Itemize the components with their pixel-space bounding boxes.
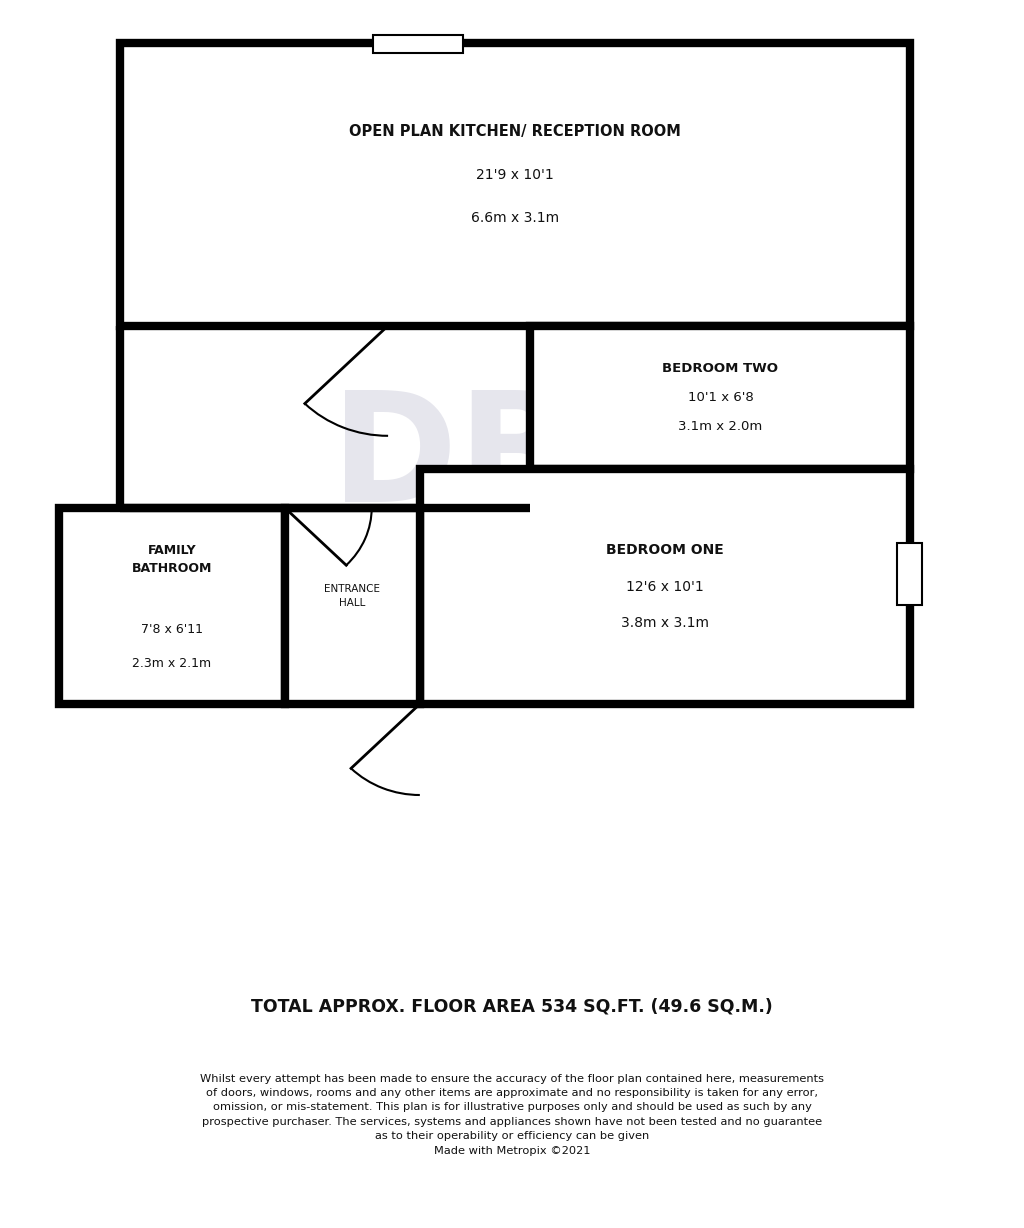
Text: ENTRANCE
HALL: ENTRANCE HALL	[325, 585, 380, 608]
Text: 2.3m x 2.1m: 2.3m x 2.1m	[132, 657, 212, 669]
Bar	[897, 543, 922, 605]
Bar	[373, 36, 463, 53]
Text: 12'6 x 10'1: 12'6 x 10'1	[627, 580, 703, 593]
Text: BEDROOM ONE: BEDROOM ONE	[606, 543, 724, 558]
Bar	[530, 325, 910, 469]
Text: Whilst every attempt has been made to ensure the accuracy of the floor plan cont: Whilst every attempt has been made to en…	[200, 1073, 824, 1156]
Text: 3.1m x 2.0m: 3.1m x 2.0m	[678, 420, 763, 432]
Text: DBK: DBK	[331, 386, 693, 534]
Text: 10'1 x 6'8: 10'1 x 6'8	[687, 391, 754, 404]
Bar	[120, 43, 910, 325]
Text: 21'9 x 10'1: 21'9 x 10'1	[476, 168, 554, 182]
Bar	[420, 469, 910, 704]
Text: 7'8 x 6'11: 7'8 x 6'11	[141, 624, 203, 636]
Text: 3.8m x 3.1m: 3.8m x 3.1m	[622, 616, 709, 630]
Text: FAMILY
BATHROOM: FAMILY BATHROOM	[132, 544, 212, 576]
Text: ESTATE AGENTS: ESTATE AGENTS	[338, 556, 686, 593]
Text: TOTAL APPROX. FLOOR AREA 534 SQ.FT. (49.6 SQ.M.): TOTAL APPROX. FLOOR AREA 534 SQ.FT. (49.…	[251, 997, 773, 1016]
Text: BEDROOM TWO: BEDROOM TWO	[663, 362, 778, 376]
Bar	[285, 507, 420, 704]
Text: 6.6m x 3.1m: 6.6m x 3.1m	[471, 211, 559, 225]
Text: OPEN PLAN KITCHEN/ RECEPTION ROOM: OPEN PLAN KITCHEN/ RECEPTION ROOM	[349, 124, 681, 139]
Bar	[59, 507, 285, 704]
